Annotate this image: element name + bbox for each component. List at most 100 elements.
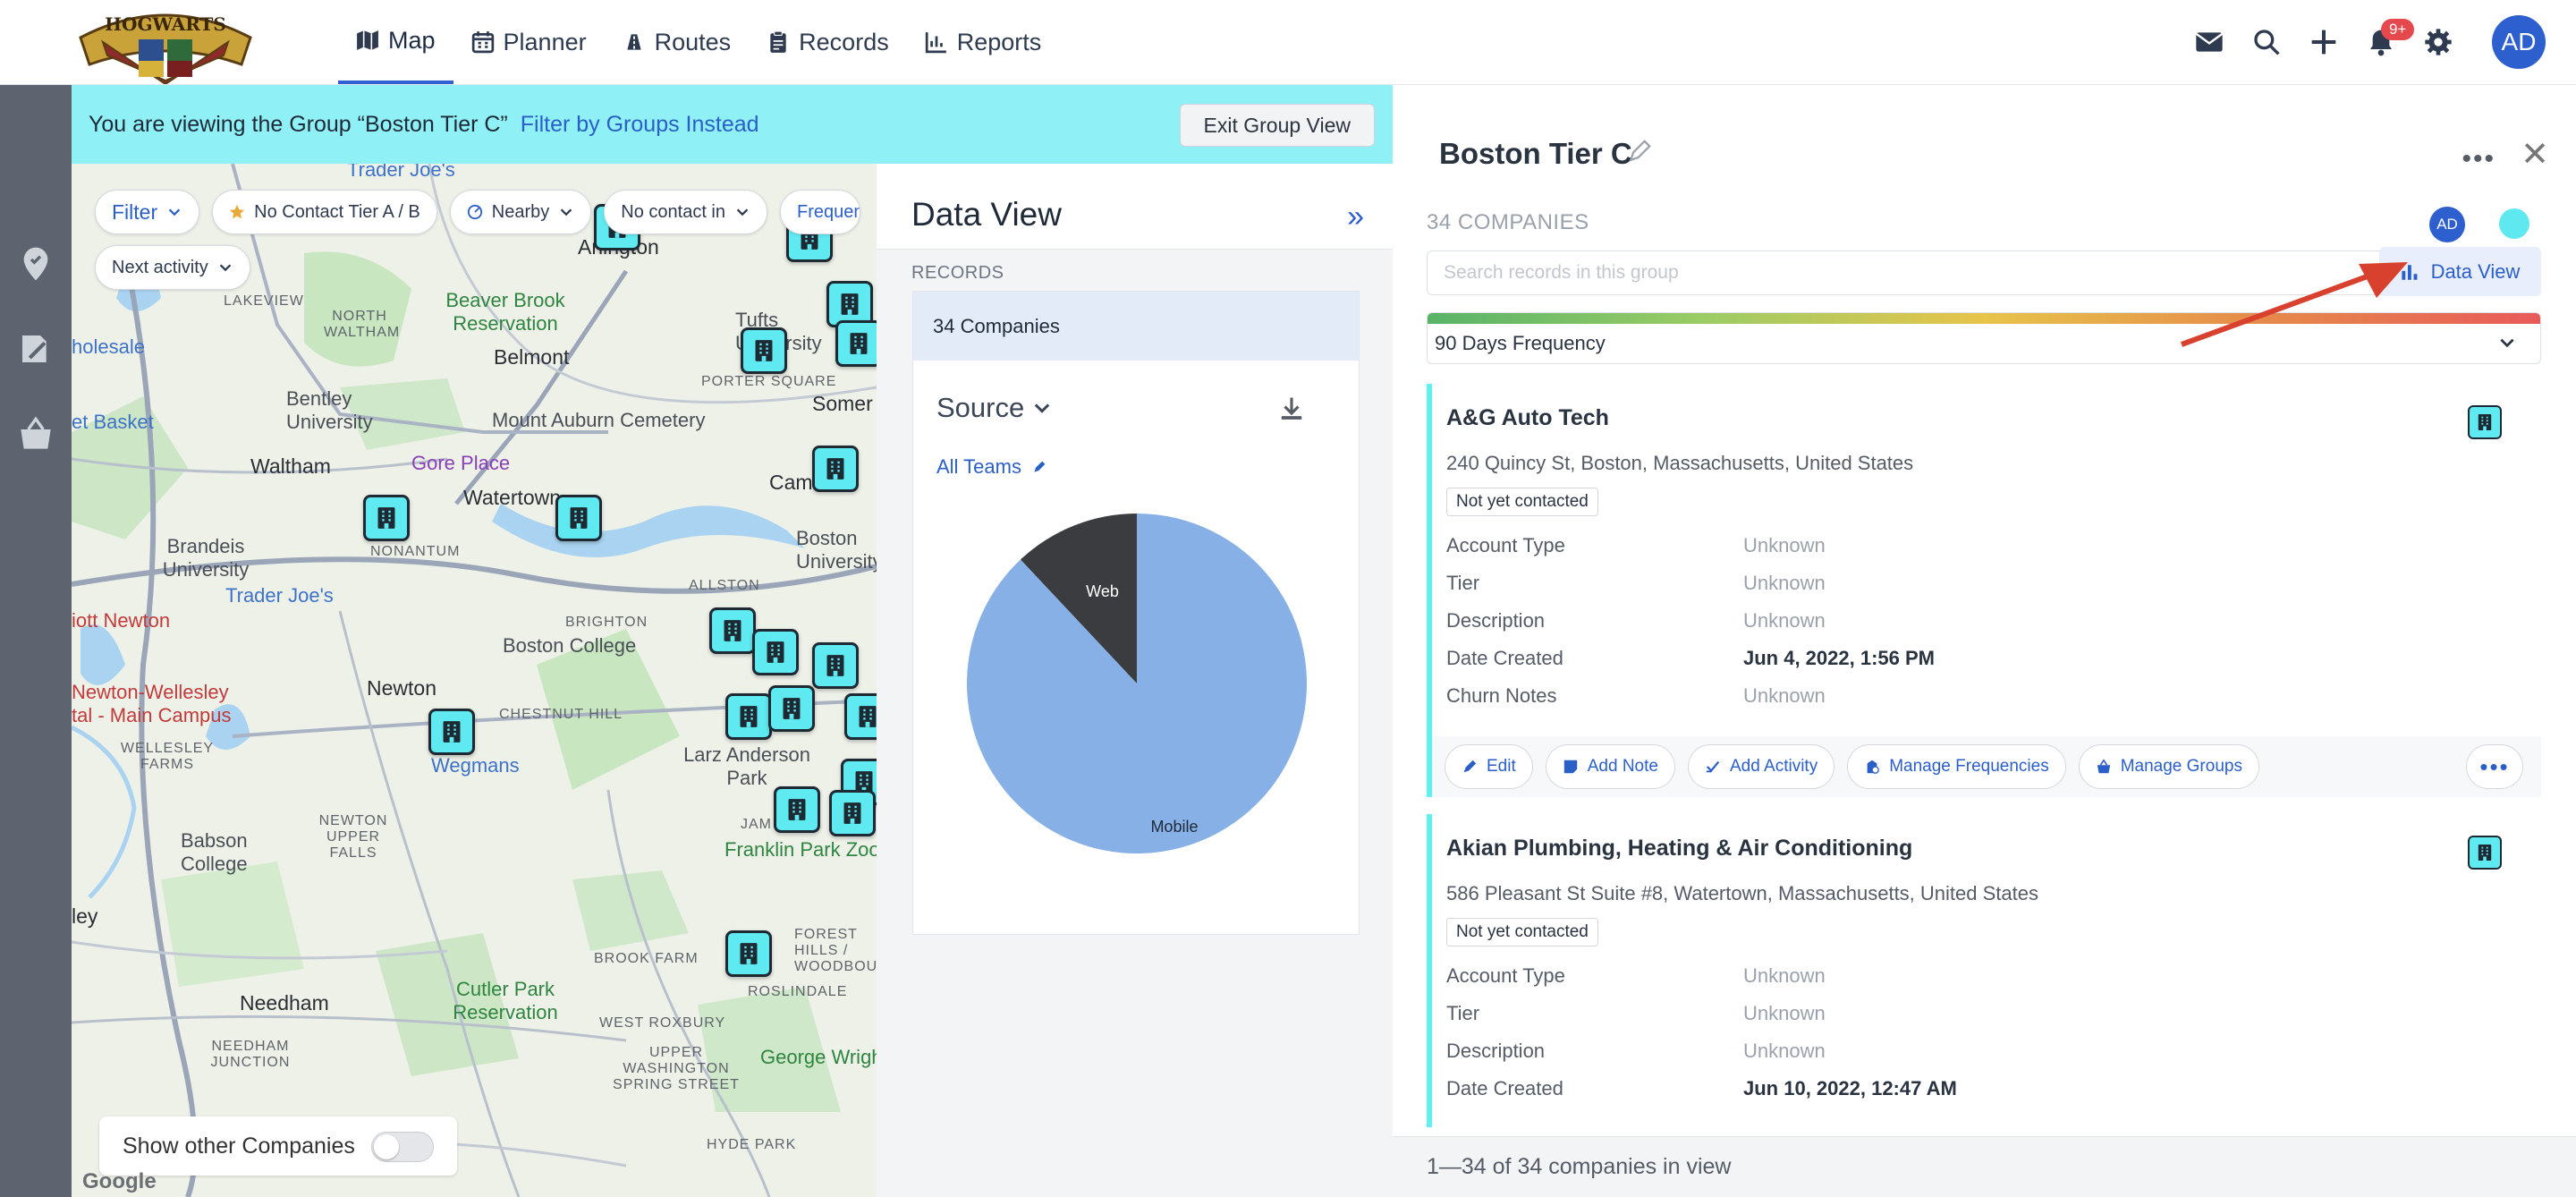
map-canvas[interactable]: Trader Joe's Arlington LAKEVIEW NORTH WA… — [72, 164, 877, 1197]
contact-tier-chip[interactable]: No Contact Tier A / B — [212, 190, 437, 234]
user-avatar[interactable]: AD — [2492, 15, 2546, 69]
map-label-upper-washington: UPPER WASHINGTON SPRING STREET — [613, 1045, 740, 1092]
company-map-pin[interactable] — [812, 642, 859, 689]
company-card[interactable]: A&G Auto Tech 240 Quincy St, Boston, Mas… — [1427, 384, 2541, 797]
tab-routes[interactable]: Routes — [605, 0, 750, 84]
pie-label-web: Web — [1086, 582, 1119, 600]
close-panel-button[interactable]: ✕ — [2521, 136, 2549, 174]
companies-count-row[interactable]: 34 Companies — [913, 292, 1359, 361]
map-label-market-basket: et Basket — [72, 411, 154, 433]
company-map-pin[interactable] — [812, 446, 859, 492]
field-value: Unknown — [1743, 964, 1826, 987]
no-contact-in-chip[interactable]: No contact in — [604, 190, 767, 234]
nearby-chip[interactable]: Nearby — [449, 190, 592, 234]
building-icon — [843, 802, 861, 824]
more-actions-button[interactable]: ••• — [2466, 744, 2523, 789]
company-map-pin[interactable] — [555, 495, 602, 541]
star-icon — [230, 204, 245, 219]
pie-slice-web[interactable] — [1020, 514, 1137, 683]
company-name[interactable]: Akian Plumbing, Heating & Air Conditioni… — [1446, 836, 1913, 861]
edit-button[interactable]: Edit — [1445, 744, 1533, 789]
tab-routes-label: Routes — [654, 28, 732, 55]
company-map-pin[interactable] — [768, 685, 815, 732]
edit-label: Edit — [1487, 757, 1516, 776]
frequency-icon — [1867, 760, 1880, 774]
manage-groups-button[interactable]: Manage Groups — [2078, 744, 2259, 789]
chevron-down-icon — [736, 208, 749, 216]
search-icon — [2254, 30, 2280, 55]
source-pie-chart: Web Mobile — [967, 514, 1307, 853]
settings-button[interactable] — [2410, 13, 2467, 71]
exit-group-view-button[interactable]: Exit Group View — [1179, 104, 1375, 147]
download-icon[interactable] — [1278, 395, 1305, 422]
building-icon — [841, 293, 859, 315]
company-map-pin[interactable] — [725, 693, 772, 740]
next-activity-chip[interactable]: Next activity — [95, 245, 250, 290]
add-activity-button[interactable]: Add Activity — [1687, 744, 1835, 789]
svg-text:HOGWARTS: HOGWARTS — [105, 13, 226, 35]
company-map-pin[interactable] — [363, 495, 410, 541]
mail-button[interactable] — [2181, 13, 2238, 71]
map-label-newton: Newton — [367, 676, 436, 700]
chevron-down-icon — [168, 208, 181, 216]
frequency-chip[interactable]: Frequen — [780, 190, 860, 234]
notifications-button[interactable]: 9+ — [2352, 13, 2415, 71]
edit-document-icon[interactable] — [18, 331, 54, 367]
all-teams-selector[interactable]: All Teams — [936, 455, 1046, 479]
group-more-button[interactable]: ••• — [2462, 144, 2496, 174]
hogwarts-logo[interactable]: HOGWARTS — [54, 2, 277, 86]
company-map-pin[interactable] — [709, 607, 756, 654]
owner-avatar[interactable]: AD — [2429, 207, 2465, 242]
building-icon — [767, 641, 784, 663]
tab-map[interactable]: Map — [338, 0, 453, 84]
filter-dropdown[interactable]: Filter — [95, 190, 200, 234]
map-label-elliott-newton: iott Newton — [72, 609, 171, 632]
company-name[interactable]: A&G Auto Tech — [1446, 405, 1609, 430]
company-card[interactable]: Akian Plumbing, Heating & Air Conditioni… — [1427, 814, 2541, 1127]
source-dropdown[interactable]: Source — [936, 392, 1053, 424]
company-address: 240 Quincy St, Boston, Massachusetts, Un… — [1446, 452, 1914, 474]
company-map-pin[interactable] — [752, 629, 799, 675]
tab-records-label: Records — [799, 28, 889, 55]
tab-reports[interactable]: Reports — [907, 0, 1060, 84]
company-map-pin[interactable] — [826, 281, 873, 327]
manage-frequencies-button[interactable]: Manage Frequencies — [1847, 744, 2066, 789]
collapse-data-view-button[interactable]: » — [1347, 200, 1364, 233]
field-key: Date Created — [1446, 1077, 1563, 1099]
company-map-pin[interactable] — [741, 327, 787, 374]
note-icon — [1563, 760, 1577, 774]
field-value: Unknown — [1743, 609, 1826, 632]
company-map-pin[interactable] — [774, 786, 820, 833]
main-nav-tabs: Map Planner Routes Records Reports — [338, 0, 1059, 84]
field-value: Unknown — [1743, 1002, 1826, 1024]
map-label-brook-farm: BROOK FARM — [594, 951, 699, 966]
frequency-selector[interactable]: 90 Days Frequency — [1427, 312, 2541, 364]
basket-icon[interactable] — [18, 416, 54, 452]
add-button[interactable] — [2295, 13, 2352, 71]
data-view-button[interactable]: Data View — [2379, 247, 2541, 296]
pencil-icon[interactable] — [1627, 139, 1652, 164]
location-pin-icon[interactable] — [18, 246, 54, 282]
group-view-banner: You are viewing the Group “Boston Tier C… — [72, 85, 1393, 164]
company-map-pin[interactable] — [835, 320, 877, 367]
tab-records[interactable]: Records — [749, 0, 907, 84]
building-icon — [859, 706, 877, 727]
search-button[interactable] — [2238, 13, 2295, 71]
company-map-pin[interactable] — [844, 693, 877, 740]
show-other-toggle[interactable] — [371, 1132, 434, 1162]
building-icon — [740, 943, 758, 964]
map-label-brighton: BRIGHTON — [565, 615, 648, 630]
group-search-input[interactable] — [1428, 251, 2410, 294]
filter-by-groups-link[interactable]: Filter by Groups Instead — [520, 111, 759, 137]
company-map-pin[interactable] — [725, 930, 772, 977]
group-color-dot[interactable] — [2499, 208, 2529, 239]
tab-planner[interactable]: Planner — [453, 0, 605, 84]
building-icon — [755, 340, 773, 361]
company-map-pin[interactable] — [829, 790, 876, 836]
contact-status-badge: Not yet contacted — [1446, 918, 1598, 947]
building-icon — [740, 706, 758, 727]
envelope-icon — [2195, 32, 2224, 52]
add-note-button[interactable]: Add Note — [1545, 744, 1675, 789]
company-map-pin[interactable] — [428, 709, 475, 755]
pie-slice-mobile[interactable] — [967, 514, 1307, 853]
